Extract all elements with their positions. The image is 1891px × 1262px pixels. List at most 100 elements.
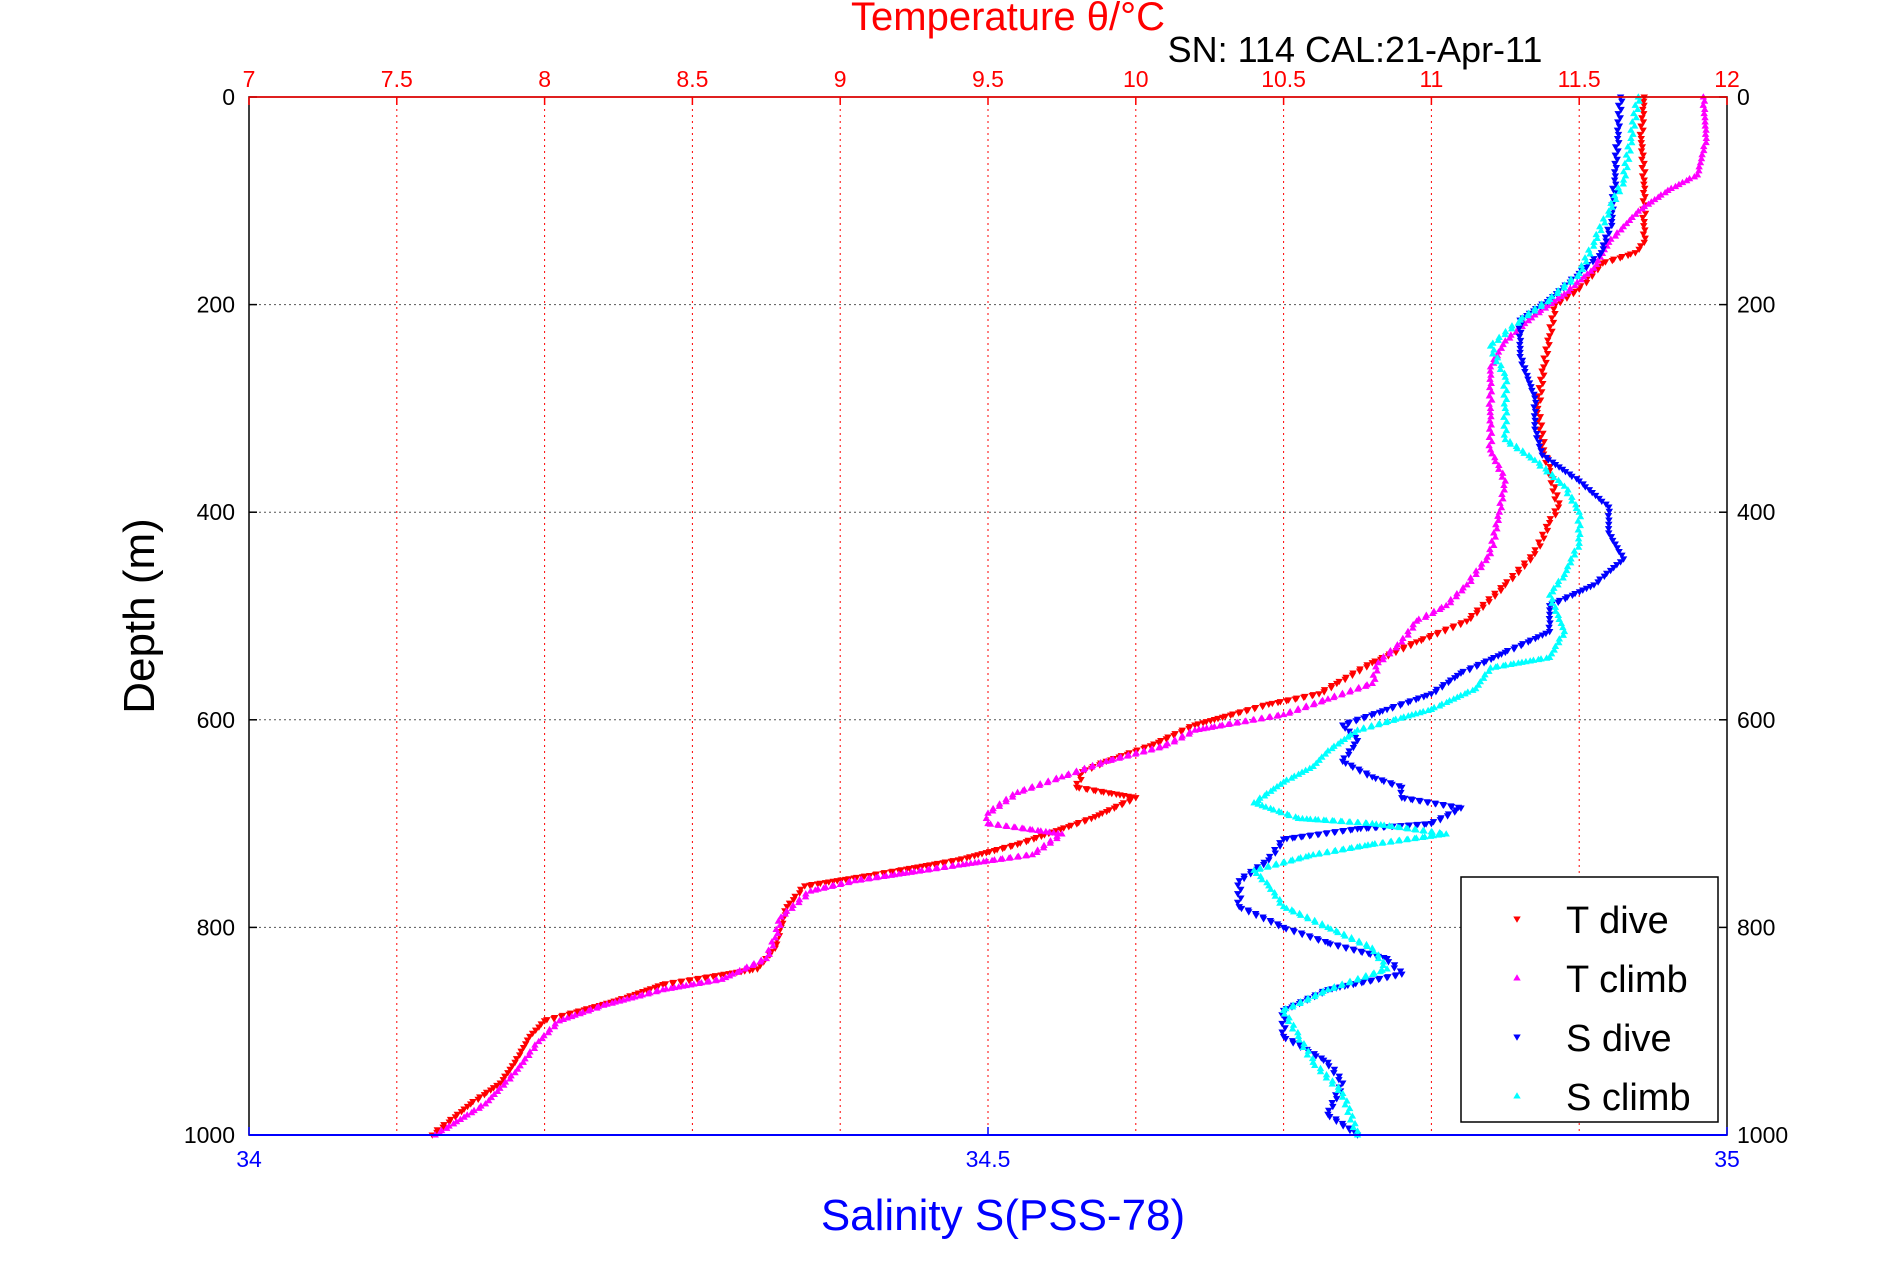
legend-label: S dive — [1566, 1018, 1672, 1060]
data-point — [1382, 718, 1390, 726]
data-point — [1500, 400, 1508, 407]
data-point — [534, 1037, 543, 1045]
data-point — [1617, 226, 1625, 233]
data-point — [1602, 238, 1610, 245]
data-point — [1608, 257, 1617, 265]
data-point — [1485, 433, 1494, 441]
data-point — [1625, 216, 1634, 224]
data-point — [1540, 355, 1548, 362]
data-point — [1396, 823, 1404, 831]
data-point — [1518, 361, 1526, 368]
data-point — [1282, 698, 1291, 705]
data-point — [1567, 278, 1575, 285]
data-point — [1262, 803, 1270, 810]
data-point — [1530, 404, 1538, 411]
data-point — [1612, 165, 1621, 172]
data-point — [519, 1044, 528, 1052]
data-point — [1531, 547, 1539, 554]
data-point — [1497, 503, 1506, 511]
data-point — [1058, 773, 1066, 780]
legend-marker — [1513, 974, 1521, 981]
data-point — [1191, 726, 1199, 733]
data-point — [1488, 350, 1497, 357]
data-point — [1466, 667, 1474, 674]
data-point — [741, 965, 749, 972]
data-point — [1424, 799, 1432, 807]
data-point — [1329, 984, 1337, 991]
data-point — [1539, 380, 1547, 388]
data-point — [1390, 962, 1399, 969]
data-point — [1560, 284, 1568, 291]
data-point — [1028, 826, 1037, 833]
data-point — [504, 1070, 512, 1077]
data-point — [1538, 389, 1546, 396]
data-point — [1373, 667, 1381, 674]
data-point — [1604, 513, 1613, 520]
data-point — [1399, 646, 1408, 653]
data-point — [1412, 617, 1421, 624]
data-point — [1622, 219, 1631, 227]
data-point — [1542, 654, 1551, 661]
data-point — [1326, 941, 1335, 948]
data-point — [1617, 106, 1625, 114]
right-axis-tick-label: 200 — [1737, 292, 1775, 318]
data-point — [1330, 1066, 1339, 1074]
data-point — [531, 1027, 540, 1034]
data-point — [1637, 123, 1645, 130]
data-point — [1592, 260, 1601, 268]
data-point — [851, 876, 859, 884]
data-point — [1325, 1063, 1333, 1070]
data-point — [1322, 848, 1331, 856]
data-point — [1495, 465, 1503, 472]
data-point — [1488, 396, 1496, 403]
data-point — [1115, 754, 1123, 761]
data-point — [1442, 698, 1451, 706]
data-point — [1154, 739, 1163, 747]
data-point — [1514, 659, 1523, 666]
data-point — [1500, 422, 1508, 429]
data-point — [1318, 753, 1326, 760]
data-point — [1548, 315, 1556, 322]
data-point — [1375, 709, 1384, 717]
data-point — [1301, 703, 1310, 711]
data-point — [963, 855, 971, 862]
data-point — [1420, 694, 1428, 701]
data-point — [1058, 830, 1066, 837]
data-point — [1661, 188, 1669, 196]
data-point — [836, 880, 844, 888]
top-axis-tick-label: 10.5 — [1261, 66, 1306, 92]
data-point — [1628, 138, 1636, 146]
data-point — [1485, 392, 1494, 399]
data-point — [475, 1104, 483, 1111]
data-point — [1574, 543, 1583, 550]
data-point — [1487, 429, 1496, 436]
data-point — [487, 1093, 496, 1101]
data-point — [1518, 357, 1527, 365]
data-point — [1233, 891, 1242, 898]
data-point — [1374, 720, 1383, 728]
data-point — [1340, 755, 1348, 762]
data-point — [1020, 824, 1028, 832]
data-point — [467, 1108, 476, 1116]
data-point — [1315, 756, 1323, 763]
data-point — [1252, 912, 1260, 920]
data-point — [1524, 639, 1533, 646]
data-point — [1237, 895, 1245, 902]
top-axis-tick-label: 8 — [538, 66, 551, 92]
data-point — [1046, 839, 1055, 846]
data-point — [674, 983, 683, 990]
data-point — [1593, 234, 1601, 241]
data-point — [1412, 709, 1420, 717]
data-point — [1590, 242, 1598, 249]
data-point — [1608, 203, 1616, 210]
data-point — [1279, 836, 1288, 843]
data-point — [1362, 819, 1371, 826]
data-point — [1404, 631, 1412, 638]
data-point — [1637, 135, 1646, 143]
data-point — [1338, 828, 1347, 835]
data-point — [1250, 706, 1259, 713]
data-point — [948, 862, 956, 869]
data-point — [1624, 252, 1632, 260]
data-point — [1412, 639, 1421, 646]
data-point — [1640, 160, 1648, 168]
